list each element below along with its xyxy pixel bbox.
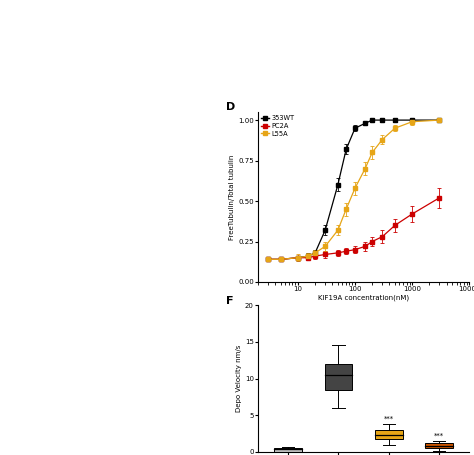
Bar <box>325 364 352 389</box>
Bar <box>274 448 302 452</box>
Bar <box>375 430 402 439</box>
X-axis label: KIF19A concentration(nM): KIF19A concentration(nM) <box>318 295 409 302</box>
Text: F: F <box>226 296 234 306</box>
Y-axis label: Depo Velocity nm/s: Depo Velocity nm/s <box>236 345 242 412</box>
Text: ***: *** <box>434 433 444 439</box>
Text: ***: *** <box>384 416 394 422</box>
Bar <box>425 443 453 448</box>
Y-axis label: FreeTubulin/Total tubulin: FreeTubulin/Total tubulin <box>229 154 235 240</box>
Legend: 353WT, PC2A, L55A: 353WT, PC2A, L55A <box>261 115 294 136</box>
Text: D: D <box>226 102 236 112</box>
